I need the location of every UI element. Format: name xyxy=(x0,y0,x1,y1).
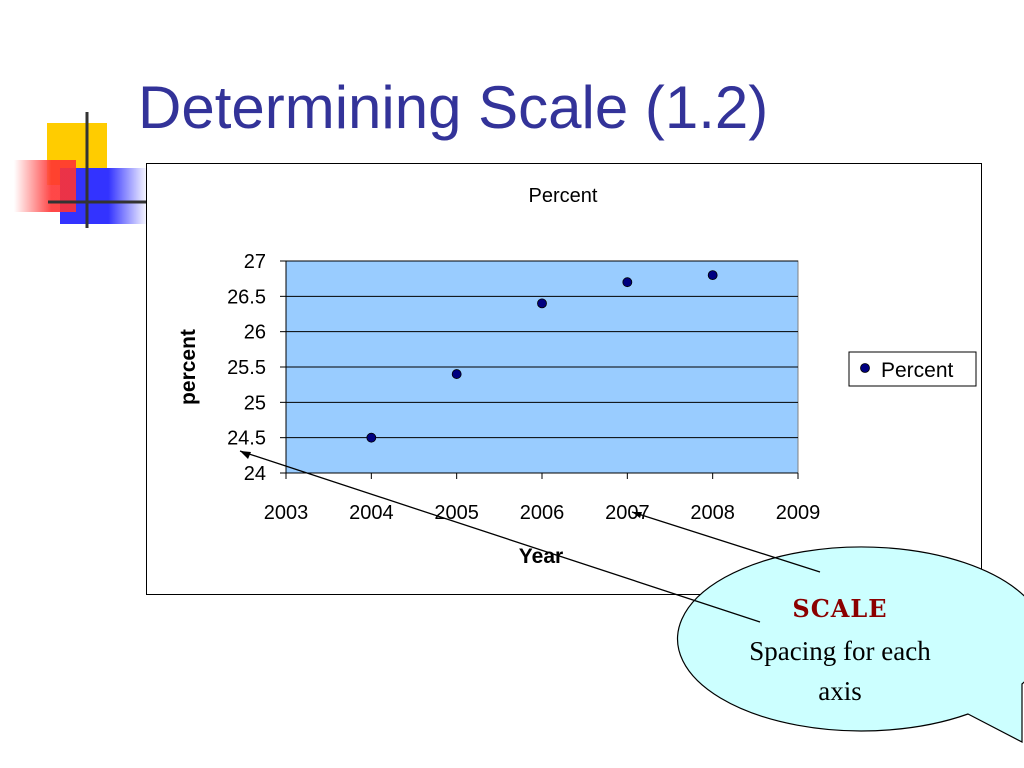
legend-marker xyxy=(860,363,870,373)
arrowhead-y-axis xyxy=(240,451,251,459)
x-tick-label: 2004 xyxy=(349,502,394,524)
x-tick-label: 2003 xyxy=(264,502,309,524)
data-point xyxy=(451,369,462,379)
x-tick-label: 2007 xyxy=(605,502,650,524)
data-point xyxy=(707,270,718,281)
legend: Percent xyxy=(848,351,977,387)
y-axis: 24 24.5 25 25.5 26 26.5 27 xyxy=(227,251,287,485)
x-tick-label: 2005 xyxy=(434,502,479,524)
x-tick-label: 2009 xyxy=(776,502,821,524)
corner-decoration xyxy=(14,112,150,228)
callout-line-1: Spacing for each xyxy=(749,636,931,666)
y-tick-label: 26.5 xyxy=(227,286,266,308)
arrowhead-x-axis xyxy=(632,512,642,518)
y-tick-label: 26 xyxy=(244,322,266,344)
x-axis-title: Year xyxy=(519,545,563,568)
callout-title: SCALE xyxy=(792,594,887,623)
x-tick-label: 2008 xyxy=(690,502,735,524)
slide-title: Determining Scale (1.2) xyxy=(138,74,769,141)
y-tick-label: 25 xyxy=(244,392,266,414)
data-point xyxy=(537,298,547,309)
scale-callout: SCALE Spacing for each axis xyxy=(239,450,1024,743)
legend-label: Percent xyxy=(881,359,954,382)
y-tick-label: 24 xyxy=(244,463,266,485)
x-tick-label: 2006 xyxy=(520,502,565,524)
x-axis: 2003 2004 2005 2006 2007 2008 2009 xyxy=(264,472,821,524)
pointer-line-to-y-axis xyxy=(239,450,761,623)
y-axis-title: percent xyxy=(177,329,200,405)
data-point xyxy=(622,277,633,288)
y-tick-label: 24.5 xyxy=(227,428,266,450)
pointer-line-to-x-axis xyxy=(631,511,821,573)
legend-box xyxy=(848,351,977,387)
y-tick-label: 27 xyxy=(244,251,266,273)
y-tick-label: 25.5 xyxy=(227,357,266,379)
callout-line-2: axis xyxy=(818,676,862,706)
data-point xyxy=(366,432,377,443)
data-points xyxy=(366,270,718,443)
callout-bubble xyxy=(676,546,1024,743)
chart-title: Percent xyxy=(529,185,598,207)
